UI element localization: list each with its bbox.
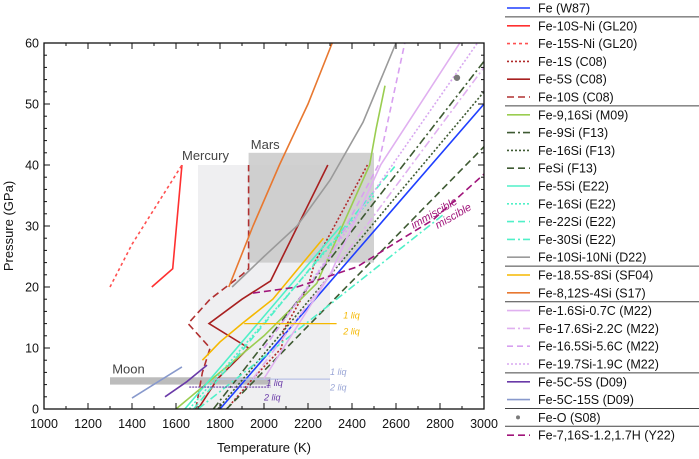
annotation-label: 2 liq <box>329 383 347 393</box>
y-tick-label: 0 <box>32 403 39 417</box>
region-label-mercury: Mercury <box>182 148 229 163</box>
legend-entry: Fe-19.7Si-1.9C (M22) <box>538 358 659 372</box>
legend-marker <box>516 415 520 420</box>
series-line-9 <box>226 146 484 409</box>
legend-entry: FeSi (F13) <box>538 162 597 176</box>
legend-entry: Fe-1S (C08) <box>538 55 607 69</box>
y-tick-label: 20 <box>25 281 39 295</box>
legend-entry: Fe-17.6Si-2.2C (M22) <box>538 322 659 336</box>
legend-entry: Fe-9,16Si (M09) <box>538 108 628 122</box>
series-line-2 <box>109 164 183 288</box>
series-line-13 <box>197 213 445 409</box>
legend-entry: Fe-10S-Ni (GL20) <box>538 19 637 33</box>
annotation-label: 2 liq <box>263 392 281 402</box>
x-tick-label: 2200 <box>294 417 322 431</box>
x-axis-label: Temperature (K) <box>217 440 311 455</box>
x-tick-label: 2800 <box>426 417 454 431</box>
x-tick-label: 1600 <box>162 417 190 431</box>
series-line-10 <box>184 225 342 409</box>
series-line-1 <box>151 164 183 288</box>
legend-entry: Fe-O (S08) <box>538 411 601 425</box>
legend-entry: Fe-1.6Si-0.7C (M22) <box>538 304 652 318</box>
legend-entry: Fe-7,16S-1.2,1.7H (Y22) <box>538 429 675 443</box>
y-axis-label: Pressure (GPa) <box>1 181 16 271</box>
legend-entry: Fe-22Si (E22) <box>538 215 616 229</box>
series-line-6 <box>175 85 386 409</box>
series-line-17 <box>263 43 461 379</box>
series-line-21 <box>164 364 208 398</box>
legend-entry: Fe-16Si (F13) <box>538 144 615 158</box>
legend-entry: Fe-30Si (E22) <box>538 233 616 247</box>
annotation-label: 2 liq <box>342 327 360 337</box>
x-tick-label: 1400 <box>118 417 146 431</box>
series-line-4 <box>197 164 329 409</box>
legend-entry: Fe-16.5Si-5.6C (M22) <box>538 340 659 354</box>
series-line-15 <box>201 237 325 361</box>
x-tick-label: 3000 <box>470 417 498 431</box>
region-label-moon: Moon <box>112 361 145 376</box>
x-tick-label: 2600 <box>382 417 410 431</box>
region-moon <box>110 377 271 385</box>
annotation-label: 1 liq <box>343 311 360 321</box>
series-line-14 <box>231 43 397 288</box>
legend-entry: Fe-10S (C08) <box>538 91 614 105</box>
series-line-16 <box>228 43 333 288</box>
series-line-19 <box>263 43 406 349</box>
series-line-0 <box>219 103 484 409</box>
y-tick-label: 60 <box>25 37 39 51</box>
legend-entry: Fe-5Si (E22) <box>538 180 609 194</box>
legend-entry: Fe-16Si (E22) <box>538 197 616 211</box>
legend-entry: Fe-15S-Ni (GL20) <box>538 37 637 51</box>
x-tick-label: 1000 <box>30 417 58 431</box>
legend-entry: Fe-8,12S-4Si (S17) <box>538 286 646 300</box>
x-tick-label: 1800 <box>206 417 234 431</box>
series-line-5 <box>187 165 250 409</box>
annotation-label: 1 liq <box>266 378 283 388</box>
legend-entry: Fe-5C-5S (D09) <box>538 375 627 389</box>
series-line-22 <box>131 366 183 399</box>
x-tick-label: 1200 <box>74 417 102 431</box>
data-point-fe-o <box>453 74 461 81</box>
legend-entry: Fe-18.5S-8Si (SF04) <box>538 269 653 283</box>
series-line-8 <box>217 91 484 409</box>
y-tick-label: 40 <box>25 159 39 173</box>
series-line-18 <box>252 66 484 379</box>
legend-entry: Fe (W87) <box>538 2 590 16</box>
y-tick-label: 30 <box>25 220 39 234</box>
legend-entry: Fe-5C-15S (D09) <box>538 393 634 407</box>
annotation-label: 1 liq <box>330 367 347 377</box>
legend-entry: Fe-9Si (F13) <box>538 126 608 140</box>
x-tick-label: 2400 <box>338 417 366 431</box>
legend-entry: Fe-5S (C08) <box>538 73 607 87</box>
y-tick-label: 50 <box>25 98 39 112</box>
y-tick-label: 10 <box>25 342 39 356</box>
series-line-24 <box>252 173 484 294</box>
region-label-mars: Mars <box>251 137 280 152</box>
legend-entry: Fe-10Si-10Ni (D22) <box>538 251 646 265</box>
x-tick-label: 2000 <box>250 417 278 431</box>
